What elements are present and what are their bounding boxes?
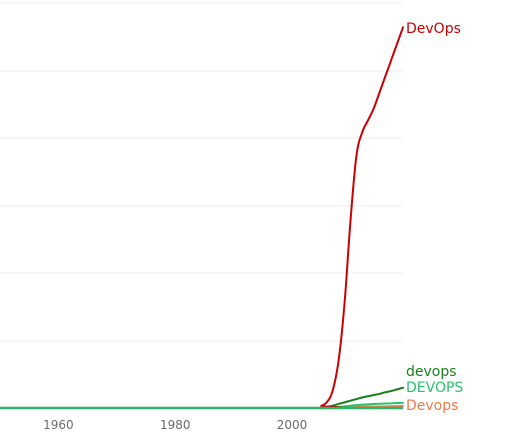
series-line-devops-0	[0, 26, 404, 410]
series-label-1: devops	[406, 364, 457, 380]
grid-lines	[0, 2, 403, 342]
x-tick-label: 1980	[160, 418, 191, 432]
series-label-3: Devops	[406, 398, 458, 414]
series-lines	[0, 26, 404, 410]
x-tick-label: 1960	[43, 418, 74, 432]
series-line-devops-1	[0, 386, 404, 410]
x-tick-label: 2000	[277, 418, 308, 432]
x-axis-ticks: 1960 1980 2000	[43, 418, 307, 432]
series-label-2: DEVOPS	[406, 380, 463, 396]
series-label-0: DevOps	[406, 21, 461, 37]
